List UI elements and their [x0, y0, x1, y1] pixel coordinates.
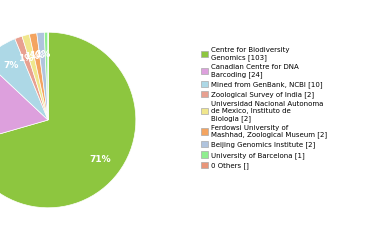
Wedge shape: [0, 32, 136, 208]
Legend: Centre for Biodiversity
Genomics [103], Canadian Centre for DNA
Barcoding [24], : Centre for Biodiversity Genomics [103], …: [201, 47, 328, 169]
Wedge shape: [44, 32, 48, 120]
Text: 71%: 71%: [90, 155, 111, 164]
Wedge shape: [0, 60, 48, 144]
Text: 1%: 1%: [24, 52, 39, 61]
Wedge shape: [15, 36, 48, 120]
Wedge shape: [22, 34, 48, 120]
Text: 1%: 1%: [35, 50, 50, 59]
Text: 7%: 7%: [3, 61, 19, 70]
Wedge shape: [37, 32, 48, 120]
Text: 1%: 1%: [29, 51, 44, 60]
Wedge shape: [0, 39, 48, 120]
Wedge shape: [29, 33, 48, 120]
Text: 1%: 1%: [18, 54, 33, 63]
